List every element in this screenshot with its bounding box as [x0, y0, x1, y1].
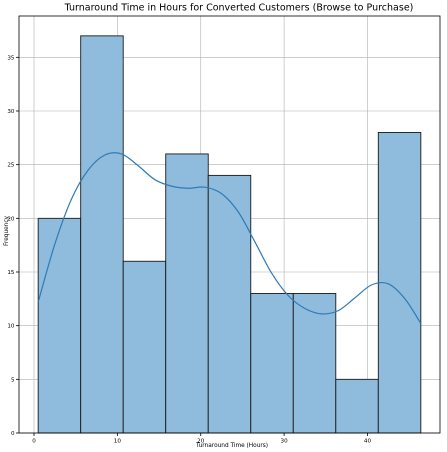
- x-tick-label: 10: [114, 439, 122, 445]
- kde-line: [37, 152, 422, 324]
- y-tick-label: 15: [7, 270, 15, 276]
- plot-frame: [18, 15, 441, 434]
- histogram-bar: [292, 293, 337, 434]
- x-tick-label: 0: [32, 439, 36, 445]
- histogram-bar: [250, 293, 294, 434]
- x-tick-label: 30: [281, 439, 289, 445]
- y-axis-ticks: 0 5 10 15 20 25 30 35: [7, 55, 19, 437]
- chart-title: Turnaround Time in Hours for Converted C…: [64, 3, 414, 14]
- y-tick-label: 30: [7, 109, 15, 115]
- x-tick-label: 40: [364, 439, 372, 445]
- y-tick-label: 5: [11, 377, 15, 383]
- histogram-bar: [122, 260, 167, 434]
- x-tick-label: 20: [197, 439, 205, 445]
- histogram-bar: [335, 378, 379, 434]
- bars: [37, 35, 422, 434]
- y-axis-label: Frequency: [4, 215, 10, 246]
- histogram-bar: [37, 217, 82, 434]
- y-tick-label: 20: [7, 216, 15, 222]
- y-tick-label: 10: [7, 324, 15, 330]
- y-tick-label: 25: [7, 163, 15, 169]
- y-tick-label: 0: [11, 431, 15, 437]
- histogram-bar: [165, 153, 209, 434]
- x-axis-ticks: 0 10 20 30 40: [32, 433, 371, 445]
- x-axis-label: Turnaround Time (Hours): [195, 443, 268, 449]
- histogram-bar: [80, 35, 124, 434]
- histogram-bar: [207, 174, 252, 434]
- y-tick-label: 35: [7, 55, 15, 61]
